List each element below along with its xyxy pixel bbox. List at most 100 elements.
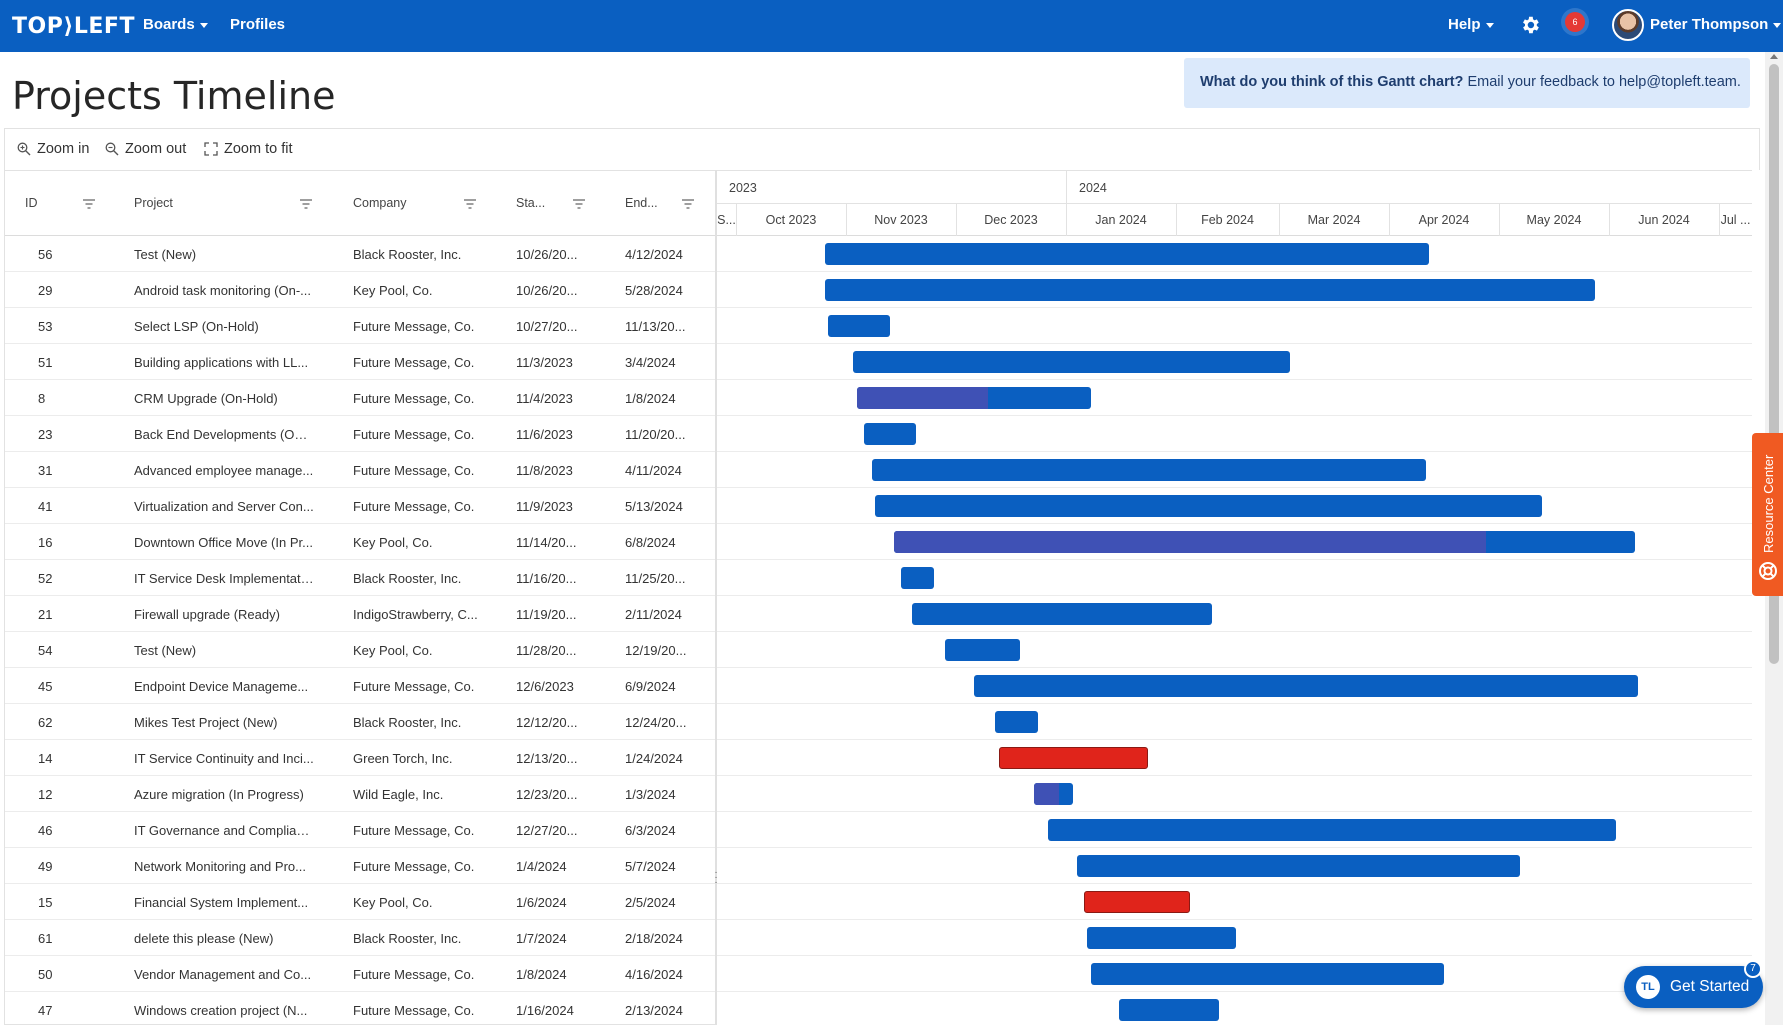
table-row[interactable]: 12 Azure migration (In Progress) Wild Eagl… <box>5 776 715 812</box>
filter-icon[interactable] <box>682 199 694 209</box>
cell-end: 11/20/20... <box>625 427 686 442</box>
table-row[interactable]: 46 IT Governance and Complian... Future Me… <box>5 812 715 848</box>
resource-center-tab[interactable]: Resource Center <box>1752 433 1783 596</box>
scroll-up-arrow-icon[interactable] <box>1770 54 1778 59</box>
gantt-bar[interactable] <box>1048 819 1617 841</box>
gantt-bar[interactable] <box>824 243 1430 265</box>
zoom-in-icon <box>17 142 31 156</box>
table-row[interactable]: 61 delete this please (New) Black Rooster,… <box>5 920 715 956</box>
table-row[interactable]: 41 Virtualization and Server Con... Future… <box>5 488 715 524</box>
gantt-bar[interactable] <box>893 531 1635 553</box>
gantt-bar[interactable] <box>857 387 1091 409</box>
month-divider <box>1609 204 1610 236</box>
zoom-in-button[interactable]: Zoom in <box>17 141 89 157</box>
gantt-bar[interactable] <box>828 315 890 337</box>
cell-id: 16 <box>38 535 53 550</box>
pane-splitter[interactable] <box>715 170 717 1025</box>
gantt-bar[interactable] <box>853 351 1290 373</box>
filter-icon[interactable] <box>573 199 585 209</box>
table-row[interactable]: 56 Test (New) Black Rooster, Inc. 10/26/20.… <box>5 236 715 272</box>
gantt-row <box>717 452 1752 488</box>
cell-id: 29 <box>38 283 53 298</box>
profiles-link[interactable]: Profiles <box>230 16 286 33</box>
expand-icon <box>204 142 218 156</box>
table-row[interactable]: 14 IT Service Continuity and Inci... Green… <box>5 740 715 776</box>
gantt-bar[interactable] <box>824 279 1595 301</box>
cell-start: 12/23/20... <box>516 787 578 802</box>
gantt-bar[interactable] <box>1083 891 1191 913</box>
month-divider <box>1279 204 1280 236</box>
table-row[interactable]: 16 Downtown Office Move (In Pr... Key Pool… <box>5 524 715 560</box>
boards-menu[interactable]: Boards <box>143 16 208 33</box>
cell-company: Black Rooster, Inc. <box>353 931 462 946</box>
table-row[interactable]: 49 Network Monitoring and Pro... Future Me… <box>5 848 715 884</box>
gantt-bar[interactable] <box>1034 783 1074 805</box>
gantt-bar[interactable] <box>901 567 934 589</box>
gantt-bar[interactable] <box>995 711 1038 733</box>
cell-end: 4/12/2024 <box>625 247 683 262</box>
table-row[interactable]: 52 IT Service Desk Implementati... Black R… <box>5 560 715 596</box>
user-menu[interactable]: Peter Thompson <box>1650 16 1782 33</box>
gantt-bar[interactable] <box>864 423 916 445</box>
cell-company: Future Message, Co. <box>353 1003 475 1018</box>
gantt-bar[interactable] <box>1119 999 1219 1021</box>
cell-project: Virtualization and Server Con... <box>134 499 314 514</box>
user-avatar[interactable] <box>1612 9 1644 41</box>
column-header-start[interactable]: Sta... <box>516 196 546 210</box>
scrollbar-thumb[interactable] <box>1769 64 1779 664</box>
help-menu[interactable]: Help <box>1448 16 1494 33</box>
resource-center-label: Resource Center <box>1761 454 1776 553</box>
gantt-bar[interactable] <box>945 639 1020 661</box>
cell-company: Key Pool, Co. <box>353 643 433 658</box>
zoom-to-fit-button[interactable]: Zoom to fit <box>204 141 293 157</box>
filter-icon[interactable] <box>300 199 312 209</box>
cell-project: Endpoint Device Manageme... <box>134 679 309 694</box>
table-row[interactable]: 15 Financial System Implement... Key Pool,… <box>5 884 715 920</box>
cell-start: 11/14/20... <box>516 535 577 550</box>
column-header-company[interactable]: Company <box>353 196 407 210</box>
get-started-button[interactable]: TL Get Started 7 <box>1624 960 1763 1008</box>
gantt-bar[interactable] <box>1076 855 1521 877</box>
cell-end: 6/8/2024 <box>625 535 676 550</box>
user-name: Peter Thompson <box>1650 16 1769 33</box>
gantt-bar[interactable] <box>871 459 1426 481</box>
zoom-in-label: Zoom in <box>37 141 90 157</box>
column-header-project[interactable]: Project <box>134 196 173 210</box>
cell-start: 12/27/20... <box>516 823 578 838</box>
zoom-out-button[interactable]: Zoom out <box>105 141 186 157</box>
table-row[interactable]: 21 Firewall upgrade (Ready) IndigoStrawber… <box>5 596 715 632</box>
gantt-bar[interactable] <box>973 675 1639 697</box>
gantt-bar[interactable] <box>1090 963 1444 985</box>
month-label: Jan 2024 <box>1095 213 1147 227</box>
table-row[interactable]: 29 Android task monitoring (On-... Key Poo… <box>5 272 715 308</box>
notification-badge[interactable]: 6 <box>1565 12 1585 32</box>
gantt-bar[interactable] <box>1087 927 1237 949</box>
table-row[interactable]: 53 Select LSP (On-Hold) Future Message, Co… <box>5 308 715 344</box>
table-row[interactable]: 8 CRM Upgrade (On-Hold) Future Message, Co… <box>5 380 715 416</box>
table-row[interactable]: 62 Mikes Test Project (New) Black Rooster,… <box>5 704 715 740</box>
table-row[interactable]: 51 Building applications with LL... Future… <box>5 344 715 380</box>
gantt-row <box>717 308 1752 344</box>
table-row[interactable]: 47 Windows creation project (N... Future M… <box>5 992 715 1024</box>
filter-icon[interactable] <box>464 199 476 209</box>
topleft-logo[interactable]: TOP⟩LEFT <box>12 14 135 39</box>
cell-id: 15 <box>38 895 53 910</box>
month-label: Jun 2024 <box>1638 213 1690 227</box>
cell-company: Future Message, Co. <box>353 967 475 982</box>
gear-icon[interactable] <box>1519 14 1541 36</box>
drag-handle-icon[interactable]: · · · <box>714 867 718 888</box>
table-row[interactable]: 50 Vendor Management and Co... Future Mess… <box>5 956 715 992</box>
feedback-text[interactable]: Email your feedback to help@topleft.team… <box>1467 74 1741 90</box>
table-row[interactable]: 31 Advanced employee manage... Future Mess… <box>5 452 715 488</box>
table-row[interactable]: 23 Back End Developments (On-... Future Me… <box>5 416 715 452</box>
table-row[interactable]: 54 Test (New) Key Pool, Co. 11/28/20... 12/1… <box>5 632 715 668</box>
column-header-end[interactable]: End... <box>625 196 658 210</box>
gantt-bar[interactable] <box>998 747 1148 769</box>
cell-project: IT Service Continuity and Inci... <box>134 751 314 766</box>
cell-end: 4/11/2024 <box>625 463 682 478</box>
column-header-id[interactable]: ID <box>25 196 38 210</box>
gantt-bar[interactable] <box>912 603 1212 625</box>
table-row[interactable]: 45 Endpoint Device Manageme... Future Mess… <box>5 668 715 704</box>
gantt-bar[interactable] <box>875 495 1542 517</box>
filter-icon[interactable] <box>83 199 95 209</box>
